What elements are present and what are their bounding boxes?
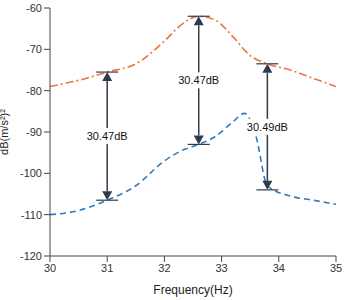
svg-text:33: 33 [215, 262, 227, 274]
svg-text:-110: -110 [21, 209, 42, 221]
svg-text:30.49dB: 30.49dB [247, 121, 288, 133]
svg-text:-80: -80 [26, 85, 42, 97]
svg-text:-100: -100 [20, 167, 42, 179]
svg-text:35: 35 [330, 262, 338, 274]
svg-text:30.47dB: 30.47dB [178, 74, 219, 86]
svg-text:-60: -60 [26, 2, 42, 14]
svg-text:-90: -90 [26, 126, 42, 138]
svg-text:dB(m/s²)²: dB(m/s²)² [8, 109, 10, 155]
svg-text:-70: -70 [26, 43, 42, 55]
svg-text:34: 34 [273, 262, 285, 274]
svg-text:30.47dB: 30.47dB [87, 130, 128, 142]
svg-text:30: 30 [44, 262, 56, 274]
svg-text:Frequency(Hz): Frequency(Hz) [153, 283, 232, 297]
svg-text:-120: -120 [20, 250, 42, 262]
svg-text:32: 32 [158, 262, 170, 274]
svg-text:31: 31 [101, 262, 113, 274]
